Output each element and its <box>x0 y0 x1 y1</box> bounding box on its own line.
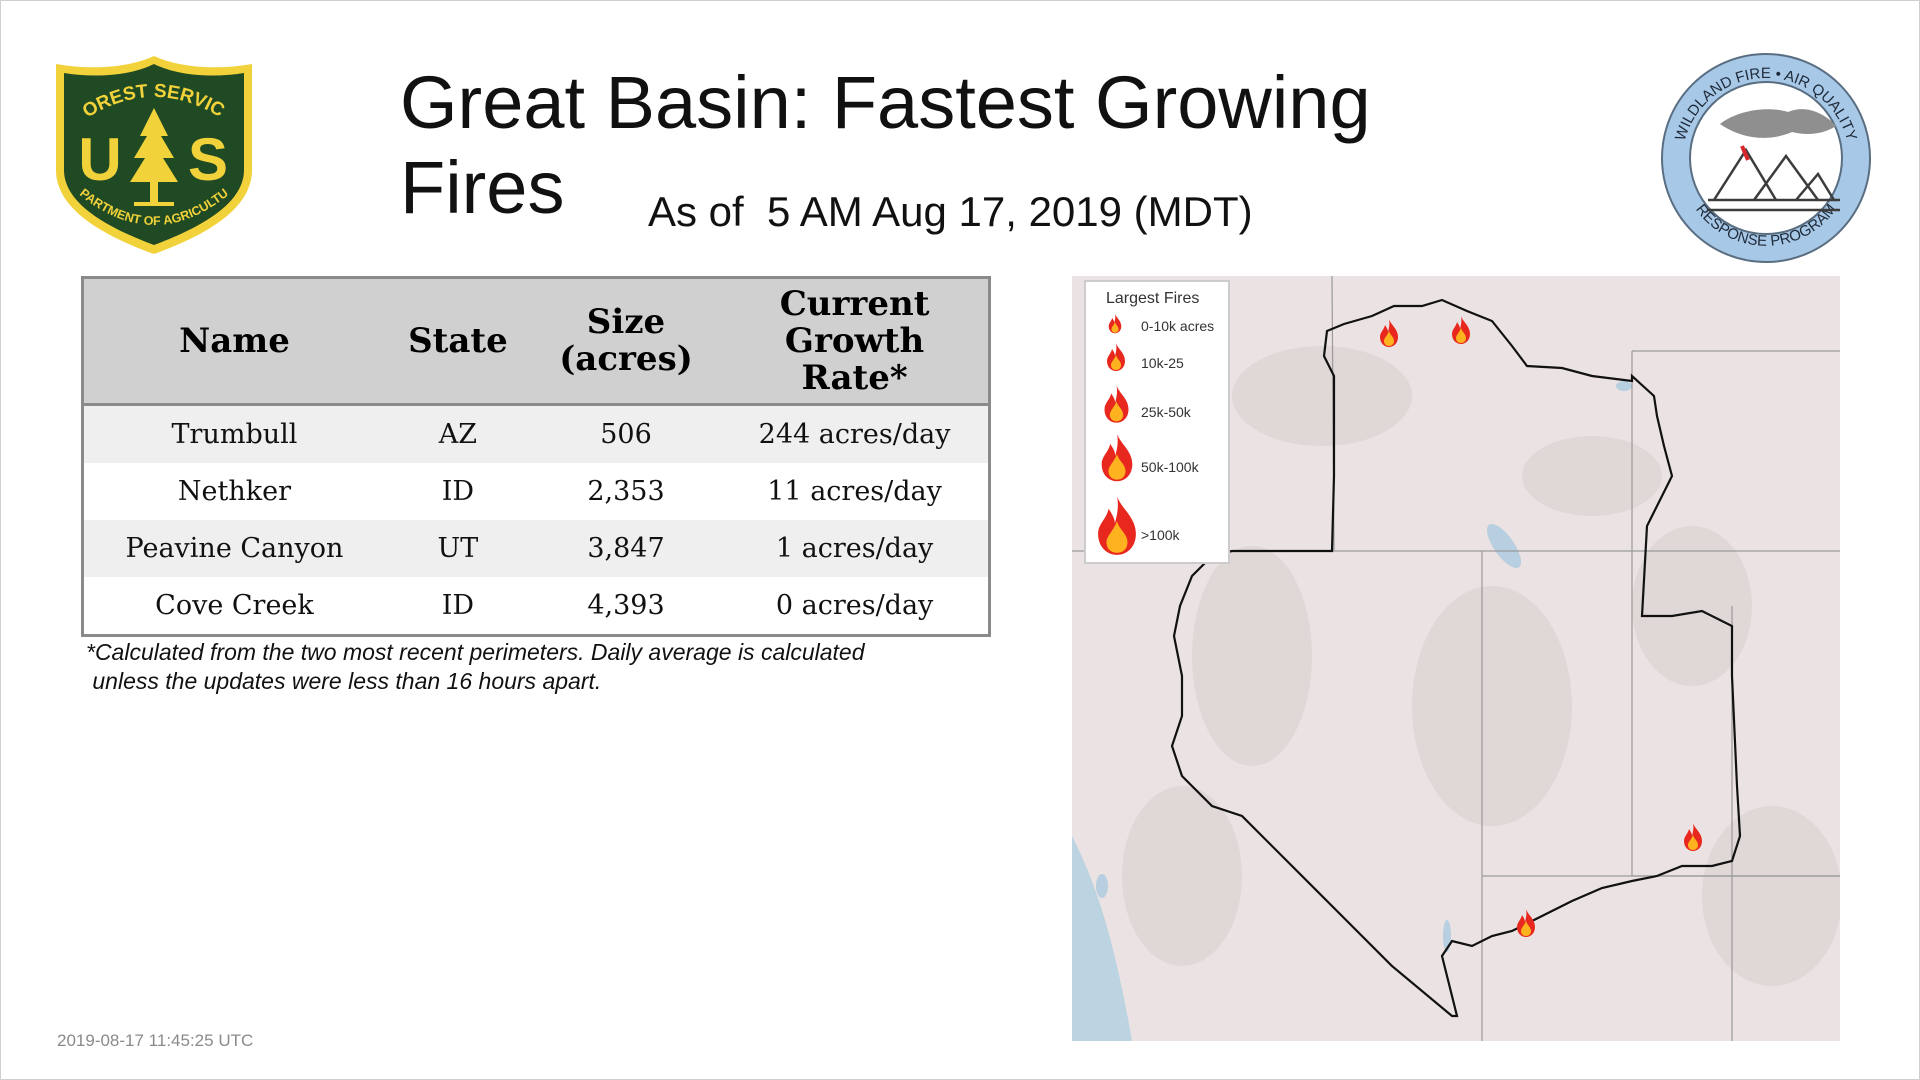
terrain-shading <box>1122 346 1840 986</box>
page-subtitle: As of 5 AM Aug 17, 2019 (MDT) <box>648 188 1253 235</box>
column-header-size: Size (acres) <box>530 277 722 406</box>
flame-icon <box>1451 315 1471 345</box>
legend-item-50k-100k: 50k-100k <box>1141 459 1199 475</box>
mountains-icon <box>1708 147 1840 212</box>
table-row: Peavine Canyon UT 3,847 1 acres/day <box>82 520 990 577</box>
flame-icon <box>1516 908 1536 938</box>
fire-growth-cell: 1 acres/day <box>721 520 990 577</box>
generated-timestamp: 2019-08-17 11:45:25 UTC <box>57 1031 254 1050</box>
table-footnote: *Calculated from the two most recent per… <box>86 639 865 694</box>
fire-state-cell: ID <box>384 463 531 520</box>
ocean <box>1072 836 1132 1041</box>
fire-name-cell: Cove Creek <box>82 577 385 636</box>
column-header-name: Name <box>82 277 385 406</box>
fire-growth-cell: 244 acres/day <box>721 404 990 463</box>
fire-size-cell: 4,393 <box>530 577 722 636</box>
svg-text:U: U <box>78 126 121 193</box>
fire-name-cell: Trumbull <box>82 404 385 463</box>
state-boundaries <box>1072 276 1840 1041</box>
pine-tree-icon <box>130 108 178 206</box>
legend-item-0-10k: 0-10k acres <box>1141 318 1215 334</box>
fire-size-cell: 3,847 <box>530 520 722 577</box>
fire-name-cell: Nethker <box>82 463 385 520</box>
flame-icon <box>1683 822 1703 852</box>
wildland-fire-air-quality-logo: WILDLAND FIRE • AIR QUALITY RESPONSE PRO… <box>1661 53 1871 263</box>
fire-growth-cell: 0 acres/day <box>721 577 990 636</box>
flame-icon <box>1096 494 1138 557</box>
fire-state-cell: UT <box>384 520 531 577</box>
table-row: Trumbull AZ 506 244 acres/day <box>82 404 990 463</box>
fastest-growing-fires-table: Name State Size (acres) Current Growth Rate… <box>81 276 991 637</box>
flame-icon <box>1103 384 1130 424</box>
great-basin-boundary <box>1170 298 1742 1018</box>
fire-growth-cell: 11 acres/day <box>721 463 990 520</box>
fire-state-cell: ID <box>384 577 531 636</box>
table-row: Nethker ID 2,353 11 acres/day <box>82 463 990 520</box>
page-title: Great Basin: Fastest Growing Fires <box>400 61 1371 229</box>
column-header-state: State <box>384 277 531 406</box>
fire-state-cell: AZ <box>384 404 531 463</box>
fire-size-cell: 506 <box>530 404 722 463</box>
map-legend: Largest Fires 0-10k acres 10k-25 25k-50k… <box>1084 280 1230 564</box>
usfs-shield-logo: FOREST SERVICE DEPARTMENT OF AGRICULTURE… <box>50 52 252 254</box>
table-row: Cove Creek ID 4,393 0 acres/day <box>82 577 990 636</box>
flame-icon <box>1106 342 1126 372</box>
table-header-row: Name State Size (acres) Current Growth Rate… <box>82 277 990 406</box>
legend-item-10k-25: 10k-25 <box>1141 355 1184 371</box>
legend-item-over-100k: >100k <box>1141 527 1180 543</box>
column-header-growth-rate: Current Growth Rate* <box>721 277 990 406</box>
flame-icon <box>1379 318 1399 348</box>
flame-icon <box>1108 313 1122 334</box>
legend-item-25k-50k: 25k-50k <box>1141 404 1191 420</box>
fire-name-cell: Peavine Canyon <box>82 520 385 577</box>
lakes <box>1096 381 1632 952</box>
svg-text:S: S <box>188 126 228 193</box>
fire-size-cell: 2,353 <box>530 463 722 520</box>
flame-icon <box>1100 432 1134 483</box>
legend-title: Largest Fires <box>1106 290 1200 307</box>
